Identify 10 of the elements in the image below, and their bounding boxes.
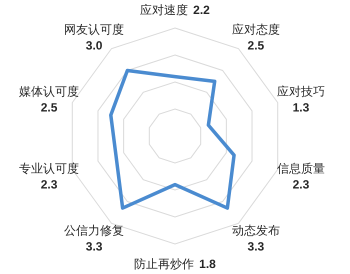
spoke-label: 动态发布 3.3 — [232, 223, 280, 254]
spoke-label: 媒体认可度 2.5 — [19, 84, 80, 115]
spoke-label: 专业认可度 2.3 — [19, 161, 80, 192]
spoke-label: 信息质量 2.3 — [276, 161, 325, 192]
spoke-label: 网友认可度 3.0 — [64, 22, 124, 53]
spoke-label: 防止再炒作 1.8 — [134, 257, 216, 271]
spoke-label: 应对速度 2.2 — [140, 3, 210, 17]
spoke-label: 应对技巧 1.3 — [276, 84, 325, 115]
spoke-label: 公信力修复 3.3 — [64, 223, 124, 254]
spoke-label: 应对态度 2.5 — [232, 22, 280, 53]
